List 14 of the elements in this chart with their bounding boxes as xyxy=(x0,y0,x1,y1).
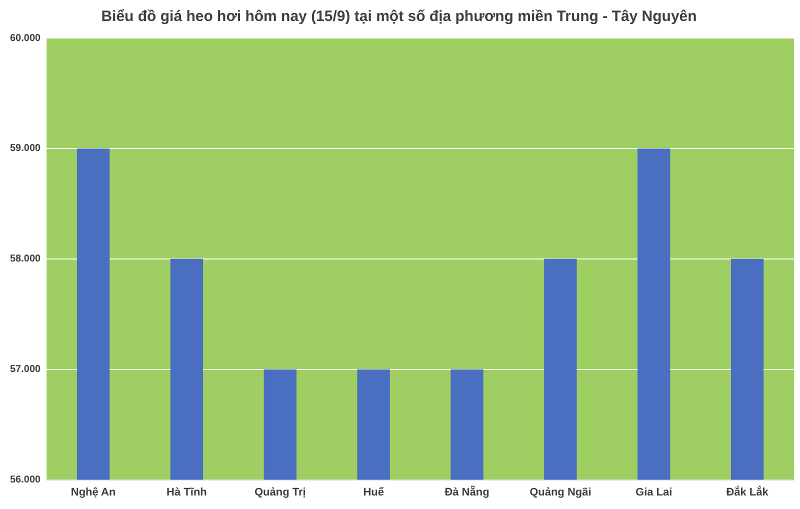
x-tick-label: Quảng Trị xyxy=(254,486,306,498)
x-tick-label: Quảng Ngãi xyxy=(530,486,592,498)
y-tick-label: 56.000 xyxy=(10,474,42,486)
x-tick-label: Đắk Lắk xyxy=(726,485,770,498)
x-tick-label: Nghệ An xyxy=(70,486,116,498)
x-tick-label: Gia Lai xyxy=(636,486,672,498)
y-tick-label: 59.000 xyxy=(10,143,42,154)
chart-title: Biểu đồ giá heo hơi hôm nay (15/9) tại một số địa phương miền Trung - Tây Nguyên xyxy=(101,8,697,26)
y-tick-label: 60.000 xyxy=(10,32,42,44)
y-tick-label: 58.000 xyxy=(10,254,42,265)
x-tick-label: Đà Nẵng xyxy=(444,485,490,498)
x-tick-label: Hà Tĩnh xyxy=(166,486,208,498)
x-tick-label: Huế xyxy=(363,486,385,498)
y-tick-label: 57.000 xyxy=(10,364,42,376)
